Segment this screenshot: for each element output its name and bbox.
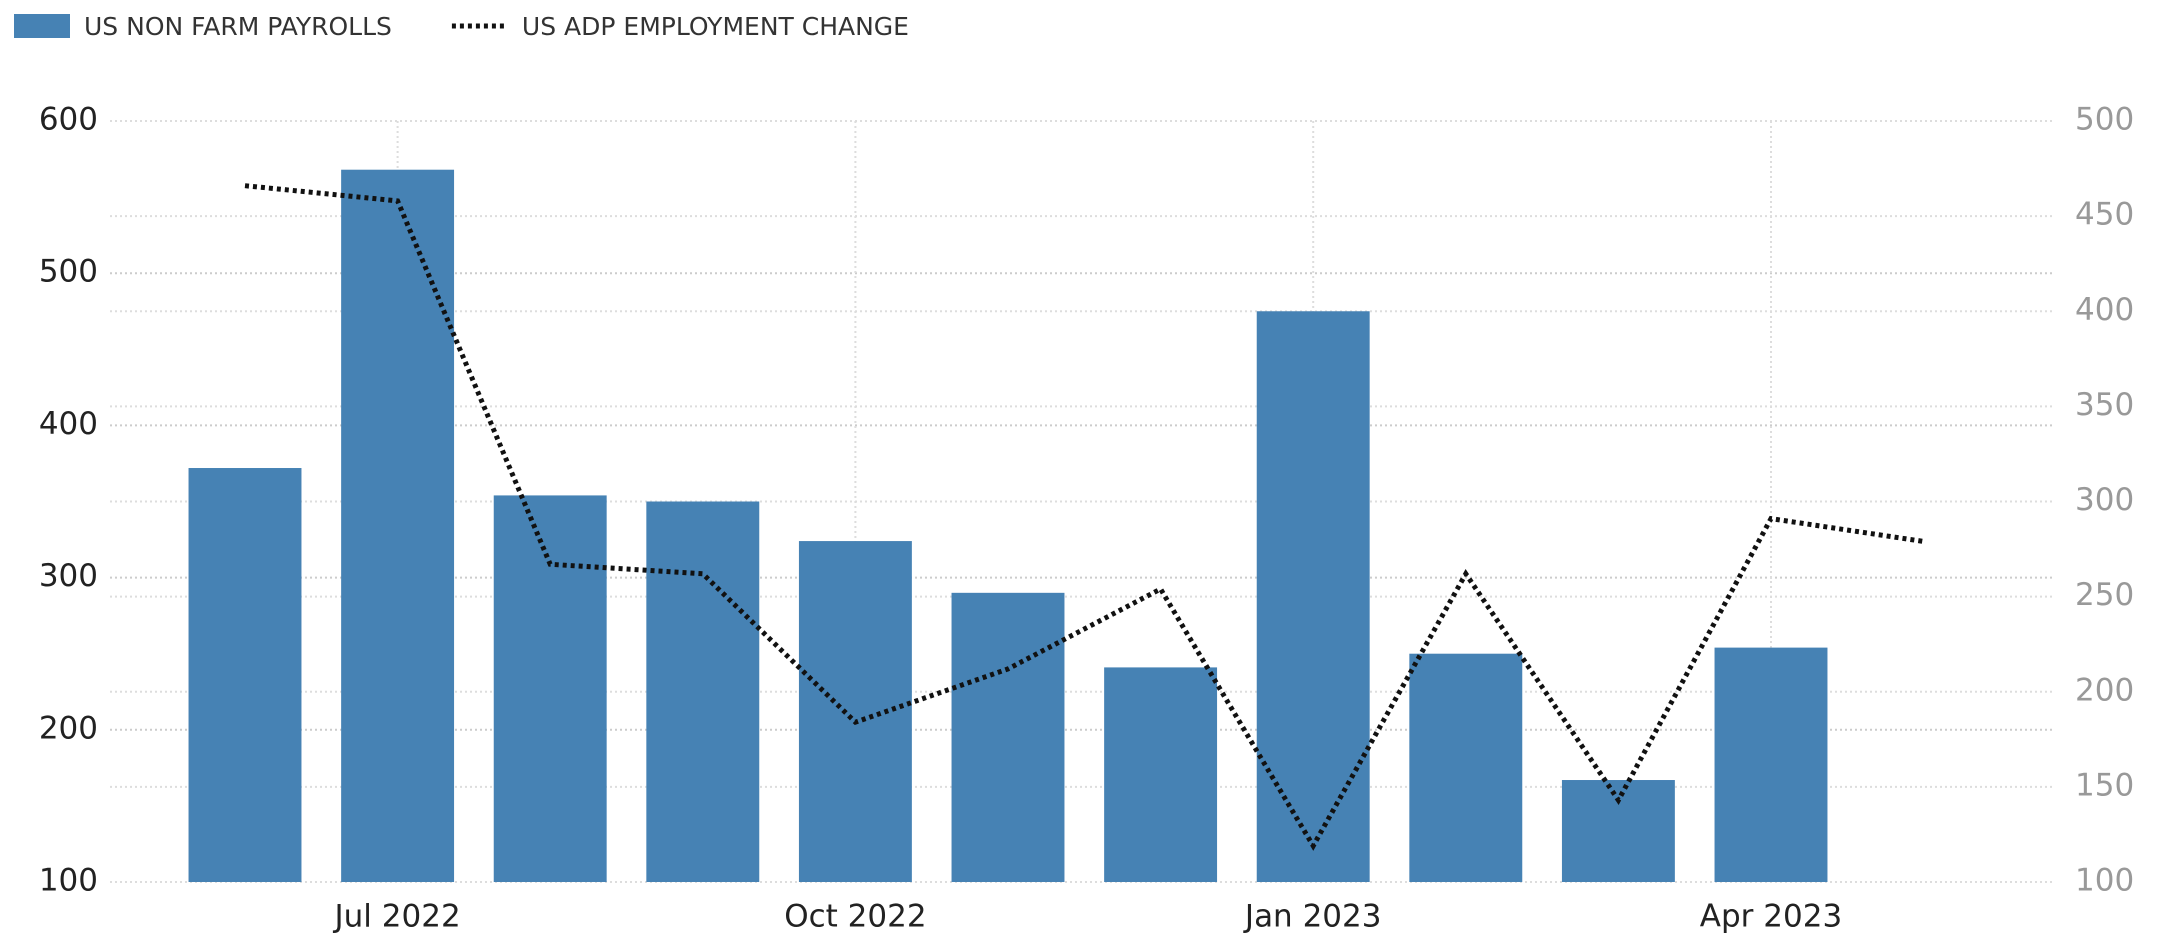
bar	[341, 169, 455, 883]
y2-tick-label: 500	[2075, 102, 2134, 138]
y2-tick-label: 150	[2075, 767, 2134, 803]
y-tick-label: 500	[39, 254, 98, 290]
legend-label: US ADP EMPLOYMENT CHANGE	[522, 12, 909, 41]
bar	[1256, 311, 1370, 882]
y2-tick-label: 350	[2075, 387, 2134, 423]
line	[244, 183, 1924, 851]
y-tick-label: 300	[39, 558, 98, 594]
y2-tick-label: 400	[2075, 292, 2134, 328]
bar	[798, 541, 912, 882]
y2-tick-label: 450	[2075, 197, 2134, 233]
x-tick-label: Apr 2023	[1700, 899, 1842, 935]
x-tick-label: Oct 2022	[784, 899, 926, 935]
legend-label: US NON FARM PAYROLLS	[84, 12, 392, 41]
bar	[1409, 653, 1523, 882]
y-tick-label: 100	[39, 863, 98, 899]
y2-tick-label: 250	[2075, 577, 2134, 613]
bar	[493, 495, 607, 882]
bar	[1104, 667, 1218, 882]
bar	[1561, 780, 1675, 882]
legend-swatch	[14, 14, 70, 38]
y2-tick-label: 200	[2075, 672, 2134, 708]
y2-tick-label: 100	[2075, 863, 2134, 899]
bar	[951, 592, 1065, 882]
y2-tick-label: 300	[2075, 482, 2134, 518]
y-tick-label: 400	[39, 406, 98, 442]
bar	[188, 468, 302, 882]
x-tick-label: Jul 2022	[333, 899, 461, 935]
y-tick-label: 200	[39, 710, 98, 746]
x-tick-label: Jan 2023	[1243, 899, 1382, 935]
y-tick-label: 600	[39, 102, 98, 138]
bar	[1714, 647, 1828, 882]
bar	[646, 501, 760, 882]
